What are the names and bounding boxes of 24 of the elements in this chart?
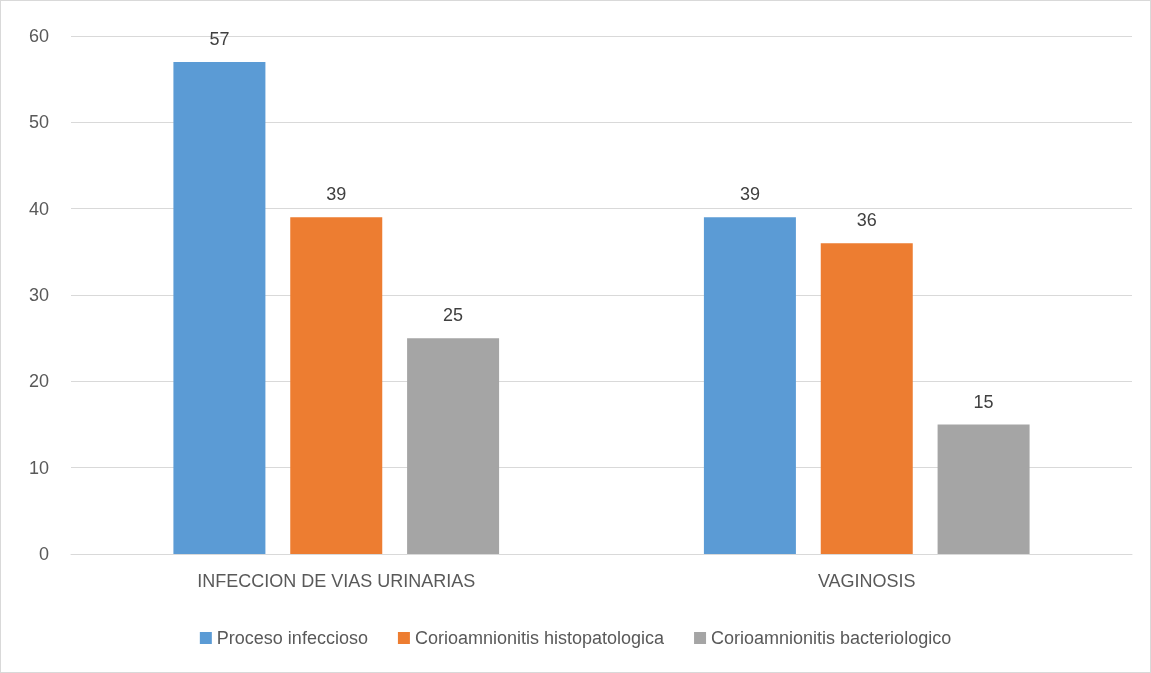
bar <box>937 424 1030 554</box>
x-tick-label: INFECCION DE VIAS URINARIAS <box>197 571 476 591</box>
bar <box>820 243 913 554</box>
x-tick-label: VAGINOSIS <box>817 571 916 591</box>
y-tick-label: 40 <box>28 198 49 219</box>
legend-label: Proceso infeccioso <box>216 628 368 648</box>
data-label: 25 <box>443 305 464 326</box>
y-tick-label: 50 <box>28 112 49 133</box>
bar <box>290 217 383 554</box>
bar <box>703 217 796 554</box>
data-label: 39 <box>326 184 347 205</box>
legend-label: Corioamnionitis bacteriologico <box>711 628 952 648</box>
data-label: 57 <box>209 28 230 49</box>
data-label: 15 <box>973 391 994 412</box>
bar <box>173 61 266 554</box>
bar <box>407 338 500 554</box>
y-tick-label: 60 <box>28 26 49 46</box>
y-tick-label: 30 <box>28 285 49 305</box>
legend-label: Corioamnionitis histopatologica <box>414 628 666 648</box>
data-label: 39 <box>739 184 760 205</box>
y-tick-label: 10 <box>28 457 49 478</box>
y-tick-label: 20 <box>28 371 49 392</box>
y-tick-label: 0 <box>38 544 49 564</box>
data-label: 36 <box>856 210 877 231</box>
